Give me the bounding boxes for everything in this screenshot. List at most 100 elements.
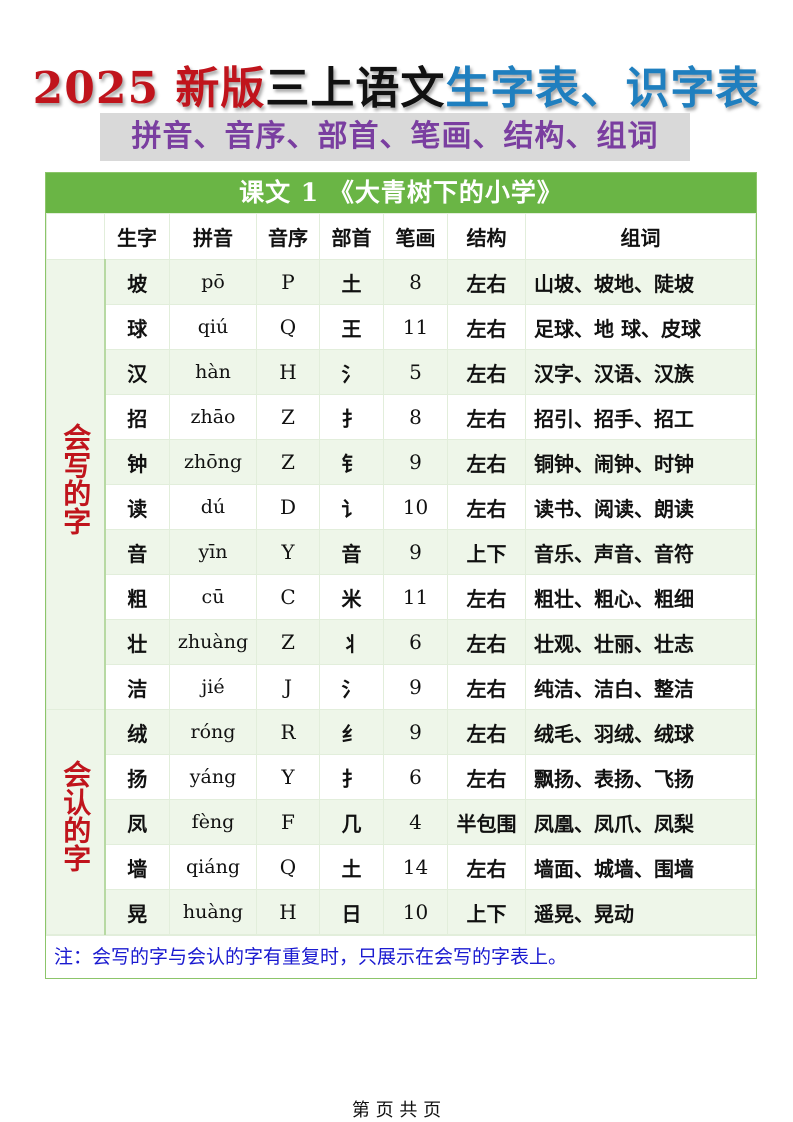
cell-structure: 左右: [447, 439, 526, 485]
cell-structure: 左右: [447, 664, 526, 710]
table-row: 壮 zhuàng Z 丬 6 左右 壮观、壮丽、壮志: [47, 619, 756, 665]
cell-words: 山坡、坡地、陡坡: [525, 259, 756, 305]
cell-structure: 左右: [447, 484, 526, 530]
header-structure: 结构: [447, 213, 526, 260]
cell-strokes: 6: [383, 754, 448, 800]
cell-pinyin: yáng: [169, 754, 257, 800]
cell-words: 足球、地 球、皮球: [525, 304, 756, 350]
cell-character: 汉: [104, 349, 170, 395]
group-label: 会写的字: [46, 259, 106, 710]
cell-initial: Q: [256, 844, 320, 890]
cell-pinyin: huàng: [169, 889, 257, 935]
cell-character: 晃: [104, 889, 170, 935]
table-row: 钟 zhōng Z 钅 9 左右 铜钟、闹钟、时钟: [47, 439, 756, 485]
cell-strokes: 9: [383, 664, 448, 710]
table-row: 晃 huàng H 日 10 上下 遥晃、晃动: [47, 889, 756, 935]
page-title: 2025 新版三上语文生字表、识字表: [0, 52, 793, 116]
cell-strokes: 5: [383, 349, 448, 395]
cell-pinyin: fèng: [169, 799, 257, 845]
cell-initial: P: [256, 259, 320, 305]
table-row: 音 yīn Y 音 9 上下 音乐、声音、音符: [47, 529, 756, 575]
group-label-text: 会认的字: [59, 760, 93, 872]
cell-radical: 纟: [319, 709, 384, 755]
table-row: 会写的字坡 pō P 土 8 左右 山坡、坡地、陡坡: [46, 259, 756, 710]
cell-pinyin: qiáng: [169, 844, 257, 890]
title-part-3: 生字表、识字表: [445, 63, 761, 114]
cell-radical: 钅: [319, 439, 384, 485]
cell-initial: J: [256, 664, 320, 710]
cell-character: 读: [104, 484, 170, 530]
cell-pinyin: pō: [169, 259, 257, 305]
cell-initial: D: [256, 484, 320, 530]
header-initial: 音序: [256, 213, 320, 260]
cell-pinyin: cū: [169, 574, 257, 620]
cell-structure: 左右: [447, 754, 526, 800]
cell-character: 绒: [104, 709, 170, 755]
cell-radical: 几: [319, 799, 384, 845]
cell-strokes: 9: [383, 439, 448, 485]
cell-pinyin: yīn: [169, 529, 257, 575]
cell-structure: 左右: [447, 394, 526, 440]
header-words: 组词: [525, 213, 756, 260]
cell-character: 钟: [104, 439, 170, 485]
cell-words: 飘扬、表扬、飞扬: [525, 754, 756, 800]
cell-radical: 土: [319, 259, 384, 305]
cell-structure: 左右: [447, 349, 526, 395]
header-group: [46, 213, 105, 260]
cell-structure: 左右: [447, 619, 526, 665]
cell-strokes: 8: [383, 394, 448, 440]
character-table: 课文 1 《大青树下的小学》 生字 拼音 音序 部首 笔画 结构 组词 会写的字坡 pō P 土 8…: [45, 172, 757, 979]
title-part-1: 2025 新版: [32, 63, 266, 114]
cell-pinyin: róng: [169, 709, 257, 755]
cell-words: 壮观、壮丽、壮志: [525, 619, 756, 665]
cell-words: 遥晃、晃动: [525, 889, 756, 935]
cell-structure: 上下: [447, 529, 526, 575]
cell-radical: 王: [319, 304, 384, 350]
cell-character: 坡: [104, 259, 170, 305]
cell-initial: Y: [256, 529, 320, 575]
table-row: 凤 fèng F 几 4 半包围 凤凰、凤爪、凤梨: [47, 799, 756, 845]
cell-initial: H: [256, 889, 320, 935]
cell-strokes: 6: [383, 619, 448, 665]
cell-character: 音: [104, 529, 170, 575]
cell-initial: Z: [256, 439, 320, 485]
cell-strokes: 10: [383, 484, 448, 530]
cell-character: 粗: [104, 574, 170, 620]
cell-structure: 上下: [447, 889, 526, 935]
cell-initial: F: [256, 799, 320, 845]
cell-words: 音乐、声音、音符: [525, 529, 756, 575]
cell-initial: Q: [256, 304, 320, 350]
table-row: 招 zhāo Z 扌 8 左右 招引、招手、招工: [47, 394, 756, 440]
table-row: 会认的字绒 róng R 纟 9 左右 绒毛、羽绒、绒球: [46, 709, 756, 935]
lesson-title: 课文 1 《大青树下的小学》: [46, 173, 756, 213]
cell-pinyin: zhuàng: [169, 619, 257, 665]
cell-strokes: 10: [383, 889, 448, 935]
cell-radical: 氵: [319, 664, 384, 710]
cell-radical: 讠: [319, 484, 384, 530]
cell-pinyin: dú: [169, 484, 257, 530]
cell-radical: 米: [319, 574, 384, 620]
title-part-2: 三上语文: [265, 63, 446, 114]
cell-radical: 氵: [319, 349, 384, 395]
table-row: 墙 qiáng Q 土 14 左右 墙面、城墙、围墙: [47, 844, 756, 890]
cell-character: 凤: [104, 799, 170, 845]
cell-structure: 左右: [447, 844, 526, 890]
cell-strokes: 9: [383, 529, 448, 575]
cell-structure: 左右: [447, 709, 526, 755]
cell-radical: 扌: [319, 754, 384, 800]
note: 注：会写的字与会认的字有重复时，只展示在会写的字表上。: [46, 935, 756, 978]
group-label-text: 会写的字: [59, 422, 93, 535]
cell-radical: 土: [319, 844, 384, 890]
cell-pinyin: qiú: [169, 304, 257, 350]
cell-strokes: 4: [383, 799, 448, 845]
cell-radical: 扌: [319, 394, 384, 440]
group-label: 会认的字: [46, 709, 106, 935]
cell-radical: 丬: [319, 619, 384, 665]
cell-initial: H: [256, 349, 320, 395]
cell-pinyin: hàn: [169, 349, 257, 395]
cell-words: 凤凰、凤爪、凤梨: [525, 799, 756, 845]
subtitle: 拼音、音序、部首、笔画、结构、组词: [100, 113, 690, 161]
cell-words: 铜钟、闹钟、时钟: [525, 439, 756, 485]
table-row: 粗 cū C 米 11 左右 粗壮、粗心、粗细: [47, 574, 756, 620]
cell-words: 粗壮、粗心、粗细: [525, 574, 756, 620]
